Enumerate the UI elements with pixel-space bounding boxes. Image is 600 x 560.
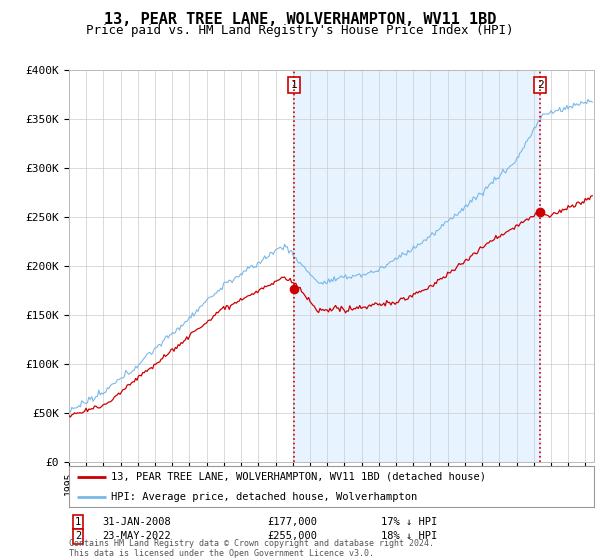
Text: 31-JAN-2008: 31-JAN-2008 <box>102 517 171 527</box>
Text: HPI: Average price, detached house, Wolverhampton: HPI: Average price, detached house, Wolv… <box>111 492 417 502</box>
Text: 1: 1 <box>291 80 298 90</box>
Text: 2: 2 <box>537 80 544 90</box>
Text: 1: 1 <box>75 517 81 527</box>
Bar <box>294 70 540 462</box>
Text: 2: 2 <box>75 531 81 542</box>
Text: Contains HM Land Registry data © Crown copyright and database right 2024.
This d: Contains HM Land Registry data © Crown c… <box>69 539 434 558</box>
Text: £177,000: £177,000 <box>267 517 317 527</box>
Text: Price paid vs. HM Land Registry's House Price Index (HPI): Price paid vs. HM Land Registry's House … <box>86 24 514 37</box>
Text: £255,000: £255,000 <box>267 531 317 542</box>
Text: 18% ↓ HPI: 18% ↓ HPI <box>381 531 437 542</box>
Text: 13, PEAR TREE LANE, WOLVERHAMPTON, WV11 1BD (detached house): 13, PEAR TREE LANE, WOLVERHAMPTON, WV11 … <box>111 472 486 482</box>
Text: 23-MAY-2022: 23-MAY-2022 <box>102 531 171 542</box>
Text: 13, PEAR TREE LANE, WOLVERHAMPTON, WV11 1BD: 13, PEAR TREE LANE, WOLVERHAMPTON, WV11 … <box>104 12 496 27</box>
Text: 17% ↓ HPI: 17% ↓ HPI <box>381 517 437 527</box>
